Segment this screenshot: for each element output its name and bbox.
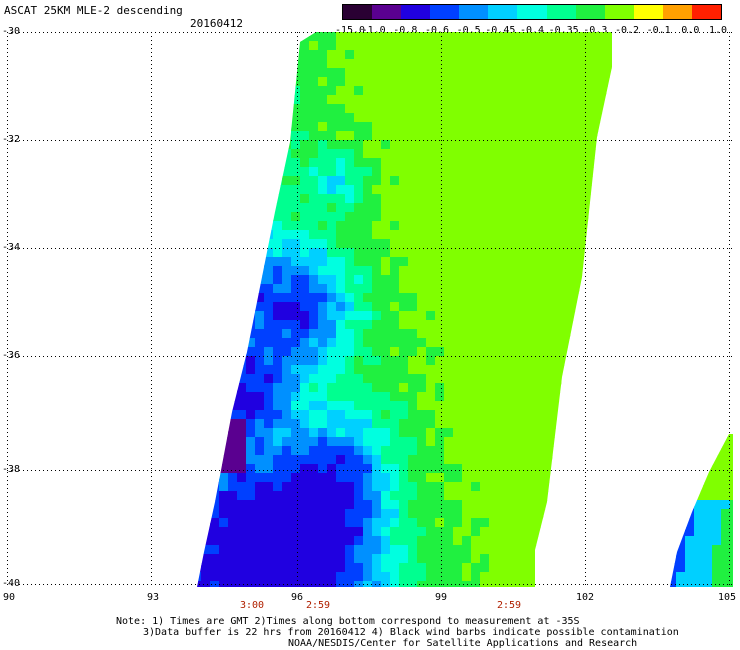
swath-field bbox=[197, 32, 612, 587]
lat-label: -34 bbox=[2, 242, 21, 253]
chart-date: 20160412 bbox=[190, 17, 243, 30]
colorbar-segment bbox=[691, 5, 722, 19]
colorbar-segment bbox=[372, 5, 402, 19]
lat-label: -30 bbox=[2, 26, 21, 37]
colorbar-segment bbox=[401, 5, 431, 19]
colorbar-label: -1.0 bbox=[361, 25, 386, 36]
colorbar-label: -0.2 bbox=[614, 25, 640, 36]
colorbar-label: -0.45 bbox=[485, 25, 516, 36]
colorbar-label: 0.0 bbox=[681, 25, 700, 36]
colorbar-segment bbox=[517, 5, 547, 19]
colorbar-segment bbox=[546, 5, 576, 19]
lon-label: 102 bbox=[575, 592, 595, 603]
lat-label: -38 bbox=[2, 464, 21, 475]
colorbar-label: -0.35 bbox=[548, 25, 579, 36]
mle-map bbox=[7, 32, 733, 587]
colorbar-segment bbox=[604, 5, 634, 19]
time-label: 3:00 bbox=[239, 600, 265, 611]
footnote-line3: NOAA/NESDIS/Center for Satellite Applica… bbox=[288, 638, 638, 649]
colorbar-label: -15.0 bbox=[334, 25, 366, 36]
time-label: 2:59 bbox=[496, 600, 522, 611]
lon-label: 99 bbox=[434, 592, 448, 603]
colorbar-segment bbox=[662, 5, 692, 19]
colorbar-segment bbox=[633, 5, 663, 19]
lon-label: 90 bbox=[2, 592, 16, 603]
map-plot bbox=[7, 32, 733, 587]
colorbar-label: -0.3 bbox=[583, 25, 608, 36]
swath-field bbox=[670, 434, 733, 587]
lon-label: 105 bbox=[717, 592, 737, 603]
colorbar-segment bbox=[488, 5, 518, 19]
lat-label: -36 bbox=[2, 350, 21, 361]
lat-label: -32 bbox=[2, 134, 21, 145]
lon-label: 96 bbox=[290, 592, 304, 603]
colorbar-segment bbox=[459, 5, 489, 19]
colorbar-segment bbox=[343, 5, 373, 19]
colorbar-label: 1.0 bbox=[708, 25, 728, 36]
lon-label: 93 bbox=[146, 592, 160, 603]
lat-label: -40 bbox=[2, 578, 21, 589]
colorbar-label: -0.5 bbox=[456, 25, 481, 36]
footnote-line1: Note: 1) Times are GMT 2)Times along bot… bbox=[116, 616, 580, 627]
colorbar-label: -0.4 bbox=[519, 25, 545, 36]
colorbar-label: -0.6 bbox=[424, 25, 450, 36]
colorbar-segment bbox=[575, 5, 605, 19]
colorbar-label: -0.8 bbox=[393, 25, 418, 36]
time-label: 2:59 bbox=[305, 600, 331, 611]
colorbar-segment bbox=[430, 5, 460, 19]
colorbar-label: -0.1 bbox=[646, 25, 671, 36]
chart-title: ASCAT 25KM MLE-2 descending bbox=[4, 4, 183, 17]
colorbar bbox=[342, 4, 722, 20]
footnote-line2: 3)Data buffer is 22 hrs from 20160412 4)… bbox=[143, 627, 679, 638]
colorbar-labels: -15.0 -1.0 -0.8 -0.6 -0.5 -0.45 -0.4 -0.35 -0.3-… bbox=[332, 25, 740, 39]
